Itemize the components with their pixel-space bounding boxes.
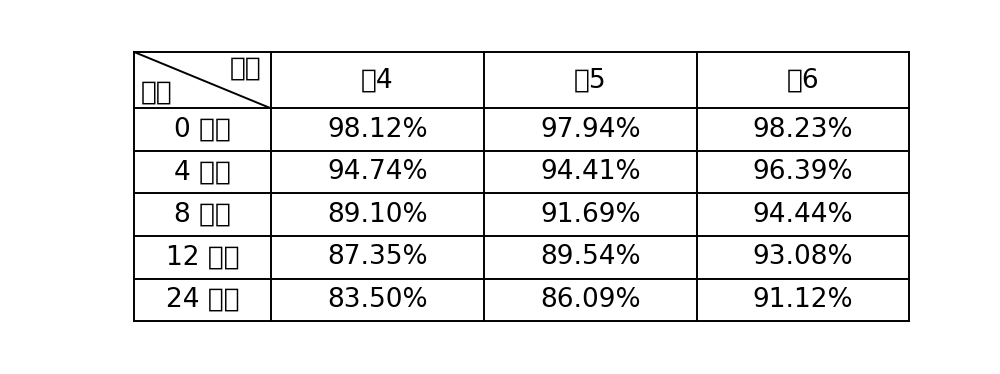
Text: 83.50%: 83.50% <box>327 287 428 313</box>
Text: 8 小时: 8 小时 <box>174 202 231 228</box>
Text: 94.74%: 94.74% <box>327 159 428 185</box>
Text: 98.23%: 98.23% <box>753 117 853 142</box>
Text: 的5: 的5 <box>574 67 607 93</box>
Text: 0 小时: 0 小时 <box>174 117 231 142</box>
Text: 93.08%: 93.08% <box>753 245 853 270</box>
Text: 的4: 的4 <box>361 67 394 93</box>
Text: 97.94%: 97.94% <box>540 117 641 142</box>
Text: 时间: 时间 <box>140 79 172 105</box>
Text: 94.44%: 94.44% <box>753 202 853 228</box>
Text: 4 小时: 4 小时 <box>174 159 231 185</box>
Text: 12 小时: 12 小时 <box>166 245 239 270</box>
Text: 86.09%: 86.09% <box>540 287 641 313</box>
Text: 98.12%: 98.12% <box>327 117 428 142</box>
Text: 91.69%: 91.69% <box>540 202 641 228</box>
Text: 91.12%: 91.12% <box>753 287 853 313</box>
Text: 89.54%: 89.54% <box>540 245 641 270</box>
Text: 的6: 的6 <box>787 67 819 93</box>
Text: 89.10%: 89.10% <box>327 202 428 228</box>
Text: 96.39%: 96.39% <box>753 159 853 185</box>
Text: 组别: 组别 <box>230 55 261 82</box>
Text: 87.35%: 87.35% <box>327 245 428 270</box>
Text: 94.41%: 94.41% <box>540 159 641 185</box>
Text: 24 小时: 24 小时 <box>166 287 239 313</box>
